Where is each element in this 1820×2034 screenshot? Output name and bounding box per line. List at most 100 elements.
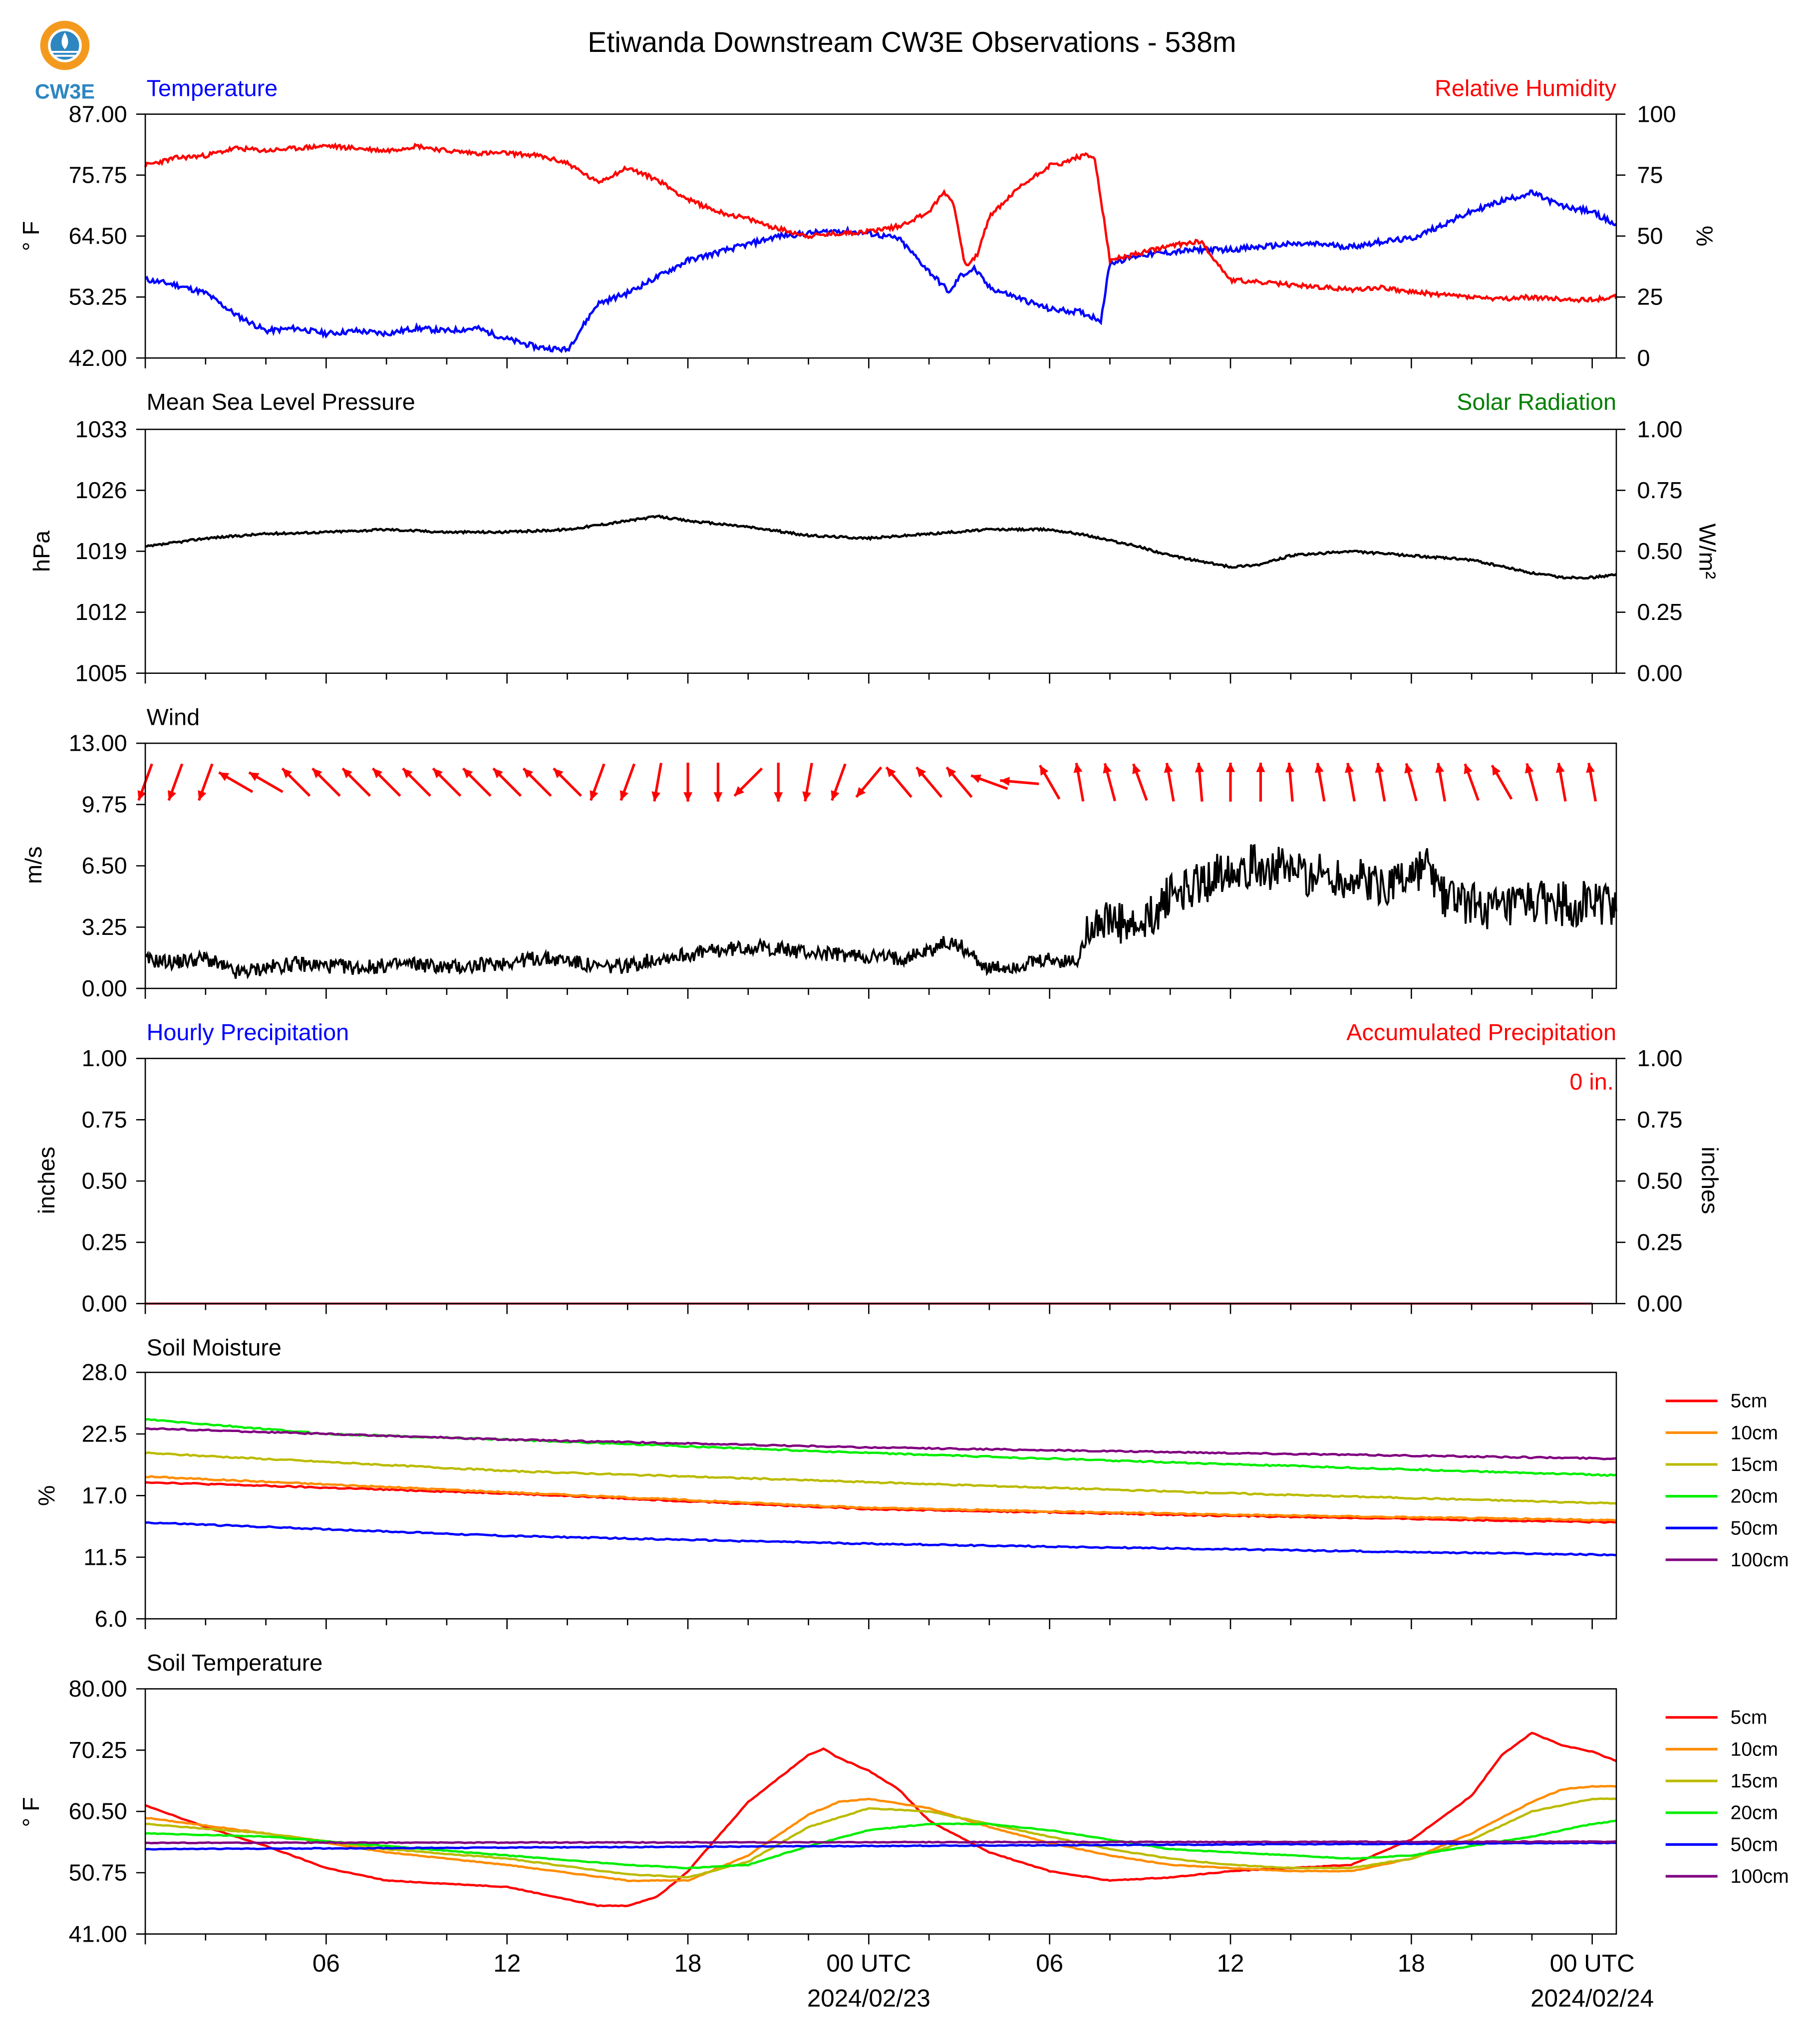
wind-arrow-icon (1435, 763, 1447, 802)
soil-temp-legend: 5cm 10cm 15cm 20cm 50cm 100cm (1665, 1707, 1789, 1887)
x-axis-ticks (144, 358, 1593, 1945)
wind-title: Wind (147, 704, 200, 730)
wind-arrow-icon (1314, 763, 1326, 802)
legend-label: 20cm (1731, 1486, 1778, 1507)
rh-tick: 50 (1637, 223, 1663, 249)
legend-item-5cm: 5cm (1665, 1707, 1767, 1729)
wind-arrow-icon (371, 767, 401, 797)
wind-arrow-icon (1404, 763, 1418, 802)
cw3e-logo: CW3E (35, 20, 95, 103)
logo-text: CW3E (35, 80, 95, 103)
wind-arrow-icon (1555, 763, 1567, 802)
solar-tick: 0.50 (1637, 538, 1683, 564)
soil-moisture-tick: 6.0 (95, 1606, 127, 1632)
hourly-precip-unit: inches (33, 1147, 59, 1214)
soil-moisture-tick: 28.0 (82, 1359, 127, 1385)
panel-pressure: Mean Sea Level Pressure Solar Radiation … (28, 389, 1721, 686)
wind-arrow-icon (1225, 763, 1235, 802)
wind-arrow-icon (970, 774, 1008, 790)
legend-item-50cm: 50cm (1665, 1834, 1778, 1855)
soil-temp-tick: 50.75 (69, 1859, 127, 1885)
wind-arrow-icon (885, 766, 912, 798)
pressure-unit: hPa (28, 530, 54, 572)
wind-arrow-icon (218, 771, 254, 793)
soil-temp-tick: 70.25 (69, 1737, 127, 1763)
legend-item-15cm: 15cm (1665, 1770, 1778, 1792)
soil-temp-unit: ° F (18, 1797, 44, 1827)
wind-arrow-icon (651, 763, 662, 802)
wind-arrow-icon (432, 767, 462, 797)
soil-temp-tick: 80.00 (69, 1676, 127, 1702)
wind-arrow-icon (831, 763, 847, 801)
wind-tick: 13.00 (69, 730, 127, 756)
rh-tick: 0 (1637, 345, 1650, 371)
soil-moisture-series-group (145, 1418, 1617, 1557)
wind-unit: m/s (20, 847, 46, 884)
legend-label: 50cm (1731, 1517, 1778, 1539)
humidity-unit: % (1692, 226, 1718, 247)
x-tick-label: 06 (312, 1950, 340, 1977)
temp-tick: 64.50 (69, 223, 127, 249)
legend-label: 5cm (1731, 1391, 1768, 1412)
legend-label: 10cm (1731, 1422, 1778, 1444)
wind-arrow-icon (553, 767, 582, 797)
wind-arrow-icon (1103, 763, 1117, 802)
panel-wind: Wind m/s 0.00 3.25 6.50 9.75 13.00 (20, 704, 1617, 1001)
solar-tick: 0.75 (1637, 477, 1683, 503)
x-date-label: 2024/02/24 (1530, 1985, 1654, 2012)
rh-tick: 75 (1637, 162, 1663, 188)
soil-series-5cm (145, 1732, 1617, 1907)
logo-drop-icon (61, 32, 68, 49)
wind-arrow-icon (733, 767, 763, 797)
wind-arrow-icon (198, 763, 214, 801)
solar-tick: 1.00 (1637, 416, 1683, 442)
soil-temp-series-group (145, 1732, 1617, 1907)
soil-moisture-title: Soil Moisture (147, 1335, 282, 1361)
pressure-tick: 1005 (75, 660, 127, 686)
x-tick-label: 06 (1036, 1950, 1063, 1977)
rh-tick: 25 (1637, 284, 1663, 310)
legend-item-10cm: 10cm (1665, 1422, 1778, 1444)
accum-tick: 0.50 (1637, 1168, 1683, 1194)
soil-temp-tick: 41.00 (69, 1921, 127, 1947)
wind-arrow-icon (1195, 762, 1204, 802)
x-tick-label: 18 (674, 1950, 702, 1977)
soil-moisture-frame (144, 1372, 1617, 1620)
legend-item-5cm: 5cm (1665, 1391, 1768, 1412)
pressure-tick: 1026 (75, 477, 127, 503)
wind-arrow-icon (248, 771, 284, 793)
x-tick-label: 00 UTC (1550, 1950, 1635, 1977)
wind-arrow-icon (590, 763, 606, 801)
accum-tick: 0.75 (1637, 1107, 1683, 1133)
pressure-title: Mean Sea Level Pressure (147, 389, 415, 415)
wind-arrow-icon (281, 767, 311, 797)
wind-arrow-icon (1464, 763, 1480, 801)
wind-direction-arrows (137, 762, 1597, 802)
wind-arrow-icon (1491, 764, 1513, 800)
temperature-series (144, 189, 1617, 353)
soil-temp-frame (144, 1688, 1617, 1935)
wind-arrow-icon (341, 767, 371, 797)
accum-tick: 0.00 (1637, 1290, 1683, 1316)
hourly-precip-title: Hourly Precipitation (147, 1019, 349, 1045)
wind-arrow-icon (1256, 763, 1265, 802)
x-date-label: 2024/02/23 (807, 1985, 930, 2012)
wind-arrow-icon (462, 767, 492, 797)
legend-item-20cm: 20cm (1665, 1802, 1778, 1824)
humidity-series (144, 142, 1618, 303)
figure-title: Etiwanda Downstream CW3E Observations - … (588, 26, 1236, 58)
wind-arrow-icon (1586, 763, 1597, 802)
soil-series-100cm (145, 1427, 1617, 1460)
legend-label: 50cm (1731, 1834, 1778, 1855)
accum-precip-unit: inches (1697, 1147, 1723, 1214)
x-axis-labels: 06 12 18 00 UTC 06 12 18 00 UTC 2024/02/… (312, 1950, 1654, 2012)
x-tick-label: 12 (1217, 1950, 1244, 1977)
precip-frame (144, 1058, 1617, 1304)
wind-arrow-icon (1285, 762, 1295, 802)
soil-series-20cm (145, 1819, 1617, 1870)
soil-moisture-tick: 11.5 (83, 1544, 127, 1570)
soil-series-15cm (145, 1797, 1617, 1879)
wind-arrow-icon (1524, 763, 1538, 802)
legend-label: 15cm (1731, 1770, 1778, 1792)
solar-tick: 0.00 (1637, 660, 1683, 686)
